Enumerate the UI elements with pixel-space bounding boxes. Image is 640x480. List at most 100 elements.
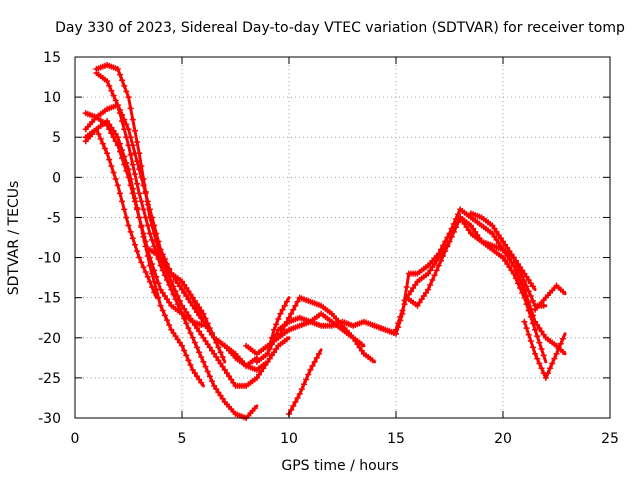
data-point — [112, 97, 119, 104]
data-point — [211, 382, 218, 389]
data-point — [440, 252, 447, 259]
data-point — [504, 252, 511, 259]
data-point — [435, 262, 442, 269]
data-point — [151, 243, 158, 250]
data-point — [131, 150, 138, 157]
data-point — [198, 379, 205, 386]
data-point — [157, 246, 164, 253]
data-point — [538, 346, 545, 353]
data-point — [228, 376, 235, 383]
data-point — [151, 289, 158, 296]
data-point — [164, 317, 171, 324]
plot-frame — [74, 56, 611, 419]
data-point — [112, 138, 119, 145]
data-point — [538, 328, 545, 335]
data-point — [491, 225, 498, 232]
data-point — [149, 236, 156, 243]
series-track-19 — [521, 318, 567, 381]
series-line — [94, 71, 259, 420]
chart-title: Day 330 of 2023, Sidereal Day-to-day VTE… — [55, 20, 625, 36]
data-point — [112, 175, 119, 182]
data-point — [504, 244, 511, 251]
data-point — [290, 306, 297, 313]
data-point — [119, 111, 126, 118]
data-point — [97, 135, 104, 142]
data-point — [512, 257, 519, 264]
data-point — [187, 362, 194, 369]
data-point — [455, 211, 462, 218]
data-point — [136, 254, 143, 261]
data-point — [106, 126, 113, 133]
data-point — [215, 344, 222, 351]
data-point — [553, 350, 560, 357]
data-point — [527, 280, 534, 287]
data-point — [121, 161, 128, 168]
data-point — [219, 395, 226, 402]
y-tick-label: -10 — [38, 251, 61, 267]
data-point — [110, 92, 117, 99]
data-point — [134, 139, 141, 146]
data-point — [393, 326, 399, 333]
data-point — [559, 335, 566, 342]
data-point — [403, 283, 410, 290]
data-point — [125, 222, 132, 229]
data-point — [149, 260, 156, 267]
data-point — [525, 277, 532, 284]
data-point — [119, 77, 126, 84]
data-point — [108, 130, 115, 137]
x-tick-label: 10 — [280, 431, 298, 447]
data-point — [412, 281, 419, 288]
data-point — [181, 347, 188, 354]
data-point — [144, 273, 151, 280]
data-point — [444, 234, 451, 241]
data-point — [292, 302, 299, 309]
data-point — [422, 289, 429, 296]
data-point — [358, 347, 365, 354]
data-point — [410, 285, 417, 292]
data-point — [416, 299, 423, 306]
data-point — [138, 174, 145, 181]
data-point — [131, 171, 138, 178]
data-point — [104, 78, 111, 85]
data-point — [534, 333, 541, 340]
data-point — [420, 293, 427, 300]
data-point — [544, 370, 551, 377]
data-point — [534, 355, 541, 362]
data-point — [189, 366, 196, 373]
data-point — [146, 254, 153, 261]
grid — [75, 57, 610, 418]
data-point — [219, 363, 226, 370]
data-point — [303, 376, 310, 383]
data-point — [136, 166, 143, 173]
data-point — [134, 206, 141, 213]
x-tick-label: 0 — [71, 431, 80, 447]
data-point — [407, 288, 414, 295]
data-point — [268, 334, 275, 341]
data-point — [523, 293, 530, 300]
data-point — [159, 251, 166, 258]
data-point — [204, 368, 211, 375]
series-track-5 — [82, 110, 205, 328]
data-point — [206, 328, 213, 335]
data-point — [161, 260, 168, 267]
data-point — [142, 190, 149, 197]
data-point — [196, 376, 203, 383]
data-point — [427, 267, 434, 274]
series-track-11 — [275, 294, 366, 348]
data-point — [427, 281, 434, 288]
data-point — [300, 381, 307, 388]
data-point — [551, 355, 558, 362]
data-point — [431, 272, 438, 279]
data-point — [521, 270, 528, 277]
data-point — [116, 71, 123, 78]
data-point — [251, 405, 258, 412]
data-point — [279, 306, 286, 313]
data-point — [200, 358, 207, 365]
data-point — [134, 180, 141, 187]
series-track-1 — [93, 62, 270, 389]
data-point — [294, 394, 301, 401]
data-point — [164, 277, 171, 284]
data-point — [136, 190, 143, 197]
data-point — [358, 341, 365, 348]
data-point — [219, 354, 226, 361]
